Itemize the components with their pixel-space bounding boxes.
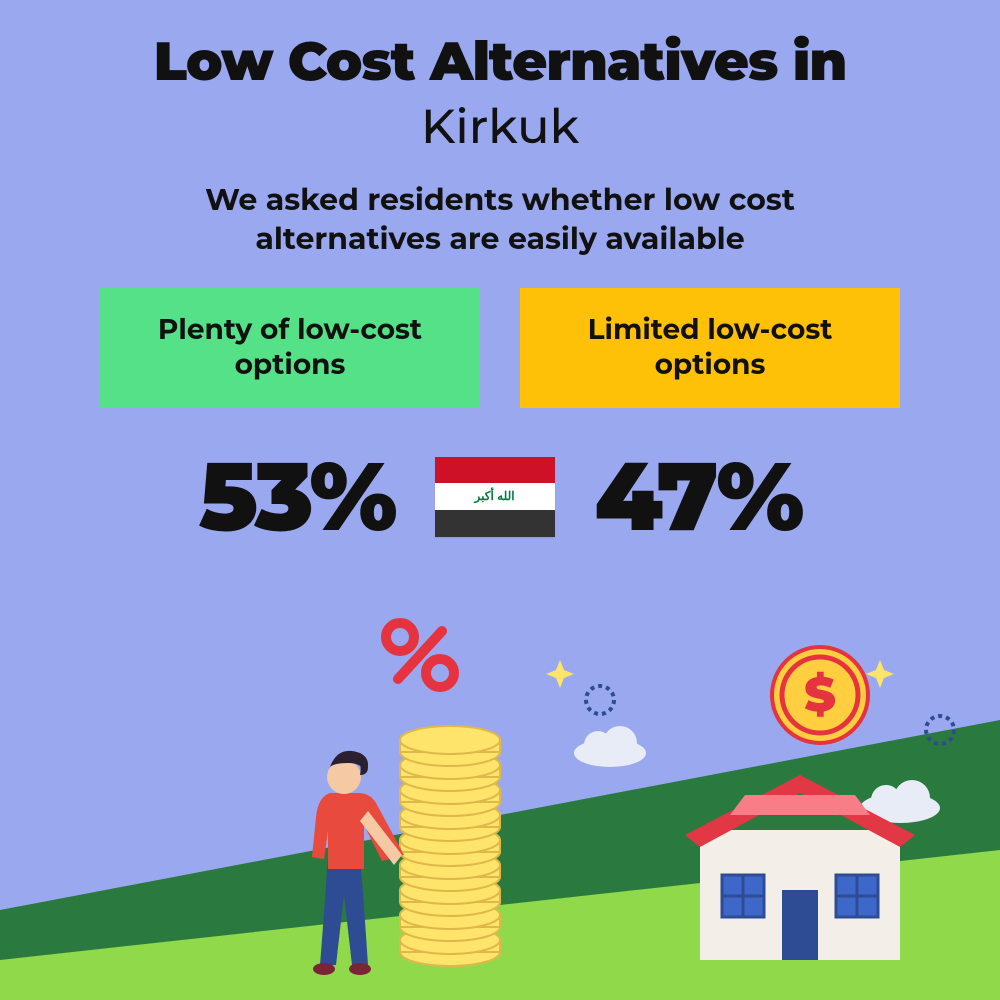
percent-icon <box>386 623 454 687</box>
illustration: $ <box>0 600 1000 1000</box>
stat-left: 53% <box>199 438 395 555</box>
burst-icon <box>586 686 614 714</box>
svg-text:$: $ <box>804 666 836 724</box>
stat-right: 47% <box>595 438 802 555</box>
dollar-coin-icon: $ <box>772 647 868 743</box>
title-line2: Kirkuk <box>0 98 1000 156</box>
card-limited-label: Limited low-cost options <box>550 313 870 383</box>
card-plenty-label: Plenty of low-cost options <box>130 313 450 383</box>
coin-stack-icon <box>400 726 500 966</box>
iraq-flag-icon: الله أكبر <box>435 457 555 537</box>
card-limited: Limited low-cost options <box>520 288 900 408</box>
subheading: We asked residents whether low cost alte… <box>110 180 890 258</box>
flag-stripe-red <box>435 457 555 484</box>
cloud-icon <box>574 726 646 767</box>
flag-stripe-white: الله أكبر <box>435 483 555 510</box>
cards-row: Plenty of low-cost options Limited low-c… <box>0 288 1000 408</box>
stats-row: 53% الله أكبر 47% <box>0 438 1000 555</box>
flag-script: الله أكبر <box>474 489 514 504</box>
title-line1: Low Cost Alternatives in <box>0 28 1000 94</box>
card-plenty: Plenty of low-cost options <box>100 288 480 408</box>
flag-stripe-black <box>435 510 555 537</box>
